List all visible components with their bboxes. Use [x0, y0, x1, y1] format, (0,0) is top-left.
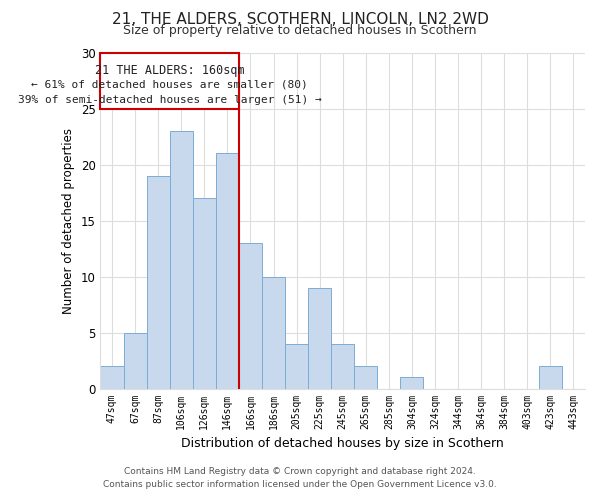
Text: 21 THE ALDERS: 160sqm: 21 THE ALDERS: 160sqm [95, 64, 244, 77]
Bar [170, 131, 193, 388]
X-axis label: Distribution of detached houses by size in Scothern: Distribution of detached houses by size … [181, 437, 504, 450]
Bar [308, 288, 331, 388]
Bar [331, 344, 354, 388]
Text: 39% of semi-detached houses are larger (51) →: 39% of semi-detached houses are larger (… [18, 94, 322, 104]
Bar [239, 243, 262, 388]
Bar [124, 332, 146, 388]
Text: Size of property relative to detached houses in Scothern: Size of property relative to detached ho… [123, 24, 477, 37]
Bar [400, 378, 424, 388]
Bar [216, 154, 239, 388]
Bar [539, 366, 562, 388]
Text: ← 61% of detached houses are smaller (80): ← 61% of detached houses are smaller (80… [31, 80, 308, 90]
Bar [146, 176, 170, 388]
Bar [262, 276, 285, 388]
Bar [193, 198, 216, 388]
Bar [285, 344, 308, 388]
Text: Contains HM Land Registry data © Crown copyright and database right 2024.
Contai: Contains HM Land Registry data © Crown c… [103, 467, 497, 489]
Text: 21, THE ALDERS, SCOTHERN, LINCOLN, LN2 2WD: 21, THE ALDERS, SCOTHERN, LINCOLN, LN2 2… [112, 12, 488, 28]
Bar [100, 366, 124, 388]
Bar [354, 366, 377, 388]
Bar [100, 52, 239, 108]
Y-axis label: Number of detached properties: Number of detached properties [62, 128, 75, 314]
